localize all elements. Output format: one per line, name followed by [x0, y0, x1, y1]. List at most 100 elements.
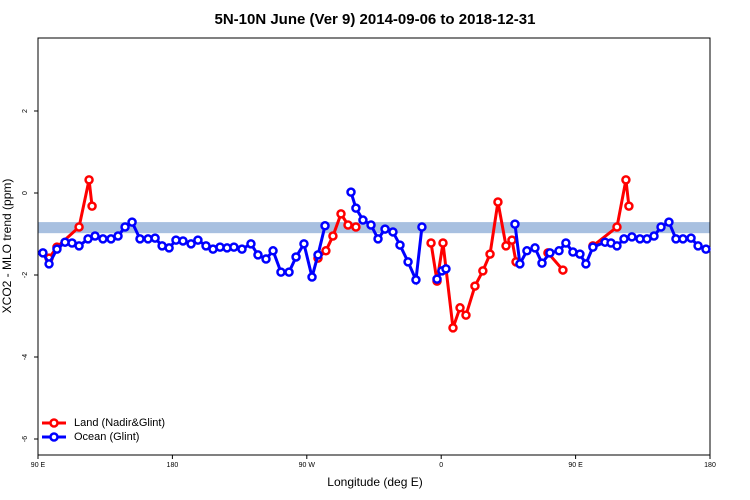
- data-point: [510, 219, 520, 229]
- data-point: [237, 244, 247, 254]
- y-axis-label: XCO2 - MLO trend (ppm): [0, 179, 14, 314]
- data-point: [261, 254, 271, 264]
- data-point: [493, 197, 503, 207]
- data-point: [291, 252, 301, 262]
- x-tick-label: 90 E: [31, 462, 46, 469]
- data-point: [328, 231, 338, 241]
- x-tick-label: 0: [439, 462, 443, 469]
- data-point: [380, 224, 390, 234]
- data-point: [649, 231, 659, 241]
- data-point: [507, 235, 517, 245]
- data-point: [178, 236, 188, 246]
- data-point: [193, 235, 203, 245]
- data-point: [678, 234, 688, 244]
- legend-label: Land (Nadir&Glint): [74, 417, 165, 429]
- legend-label: Ocean (Glint): [74, 431, 139, 443]
- data-point: [403, 257, 413, 267]
- data-point: [74, 241, 84, 251]
- y-tick-label: 0: [22, 191, 29, 195]
- data-point: [299, 239, 309, 249]
- data-point: [84, 175, 94, 185]
- data-point: [558, 265, 568, 275]
- legend-marker: [49, 418, 59, 428]
- data-point: [321, 246, 331, 256]
- y-tick-label: -2: [22, 272, 29, 278]
- y-tick-label: 2: [22, 109, 29, 113]
- data-point: [561, 238, 571, 248]
- data-point: [448, 323, 458, 333]
- x-tick-label: 180: [167, 462, 179, 469]
- data-point: [336, 209, 346, 219]
- data-point: [246, 239, 256, 249]
- data-point: [87, 201, 97, 211]
- data-point: [358, 215, 368, 225]
- data-point: [621, 175, 631, 185]
- data-point: [530, 243, 540, 253]
- data-point: [417, 222, 427, 232]
- data-point: [624, 201, 634, 211]
- x-tick-label: 180: [704, 462, 716, 469]
- data-point: [461, 310, 471, 320]
- x-tick-label: 90 W: [299, 462, 316, 469]
- data-point: [619, 234, 629, 244]
- data-point: [432, 274, 442, 284]
- x-tick-label: 90 E: [568, 462, 583, 469]
- data-point: [38, 248, 48, 258]
- data-point: [201, 241, 211, 251]
- data-point: [127, 217, 137, 227]
- data-point: [686, 233, 696, 243]
- data-point: [253, 250, 263, 260]
- y-tick-label: -4: [22, 354, 29, 360]
- data-point: [351, 222, 361, 232]
- data-point: [441, 264, 451, 274]
- y-tick-label: -6: [22, 436, 29, 442]
- data-point: [612, 241, 622, 251]
- data-point: [656, 222, 666, 232]
- data-point: [627, 232, 637, 242]
- data-point: [485, 249, 495, 259]
- data-point: [426, 238, 436, 248]
- legend-marker: [49, 432, 59, 442]
- data-point: [501, 241, 511, 251]
- data-point: [90, 231, 100, 241]
- data-point: [395, 240, 405, 250]
- data-point: [470, 281, 480, 291]
- data-point: [581, 259, 591, 269]
- data-point: [537, 258, 547, 268]
- data-point: [438, 238, 448, 248]
- data-point: [515, 259, 525, 269]
- data-point: [588, 242, 598, 252]
- data-point: [164, 243, 174, 253]
- data-point: [74, 222, 84, 232]
- data-point: [120, 222, 130, 232]
- data-point: [545, 248, 555, 258]
- data-point: [455, 303, 465, 313]
- data-point: [351, 203, 361, 213]
- data-point: [411, 275, 421, 285]
- data-point: [612, 222, 622, 232]
- data-point: [150, 233, 160, 243]
- data-point: [229, 242, 239, 252]
- plot-frame: [37, 37, 711, 456]
- data-point: [575, 249, 585, 259]
- data-point: [554, 246, 564, 256]
- data-point: [346, 187, 356, 197]
- series-line: [47, 179, 631, 329]
- data-point: [284, 267, 294, 277]
- data-point: [320, 221, 330, 231]
- data-point: [313, 250, 323, 260]
- data-point: [664, 217, 674, 227]
- data-point: [366, 220, 376, 230]
- data-point: [135, 234, 145, 244]
- data-point: [478, 266, 488, 276]
- data-point: [276, 267, 286, 277]
- data-point: [343, 220, 353, 230]
- data-point: [98, 234, 108, 244]
- x-axis-label: Longitude (deg E): [327, 475, 422, 489]
- chart-title: 5N-10N June (Ver 9) 2014-09-06 to 2018-1…: [214, 11, 535, 28]
- data-point: [44, 259, 54, 269]
- data-point: [522, 246, 532, 256]
- data-point: [186, 239, 196, 249]
